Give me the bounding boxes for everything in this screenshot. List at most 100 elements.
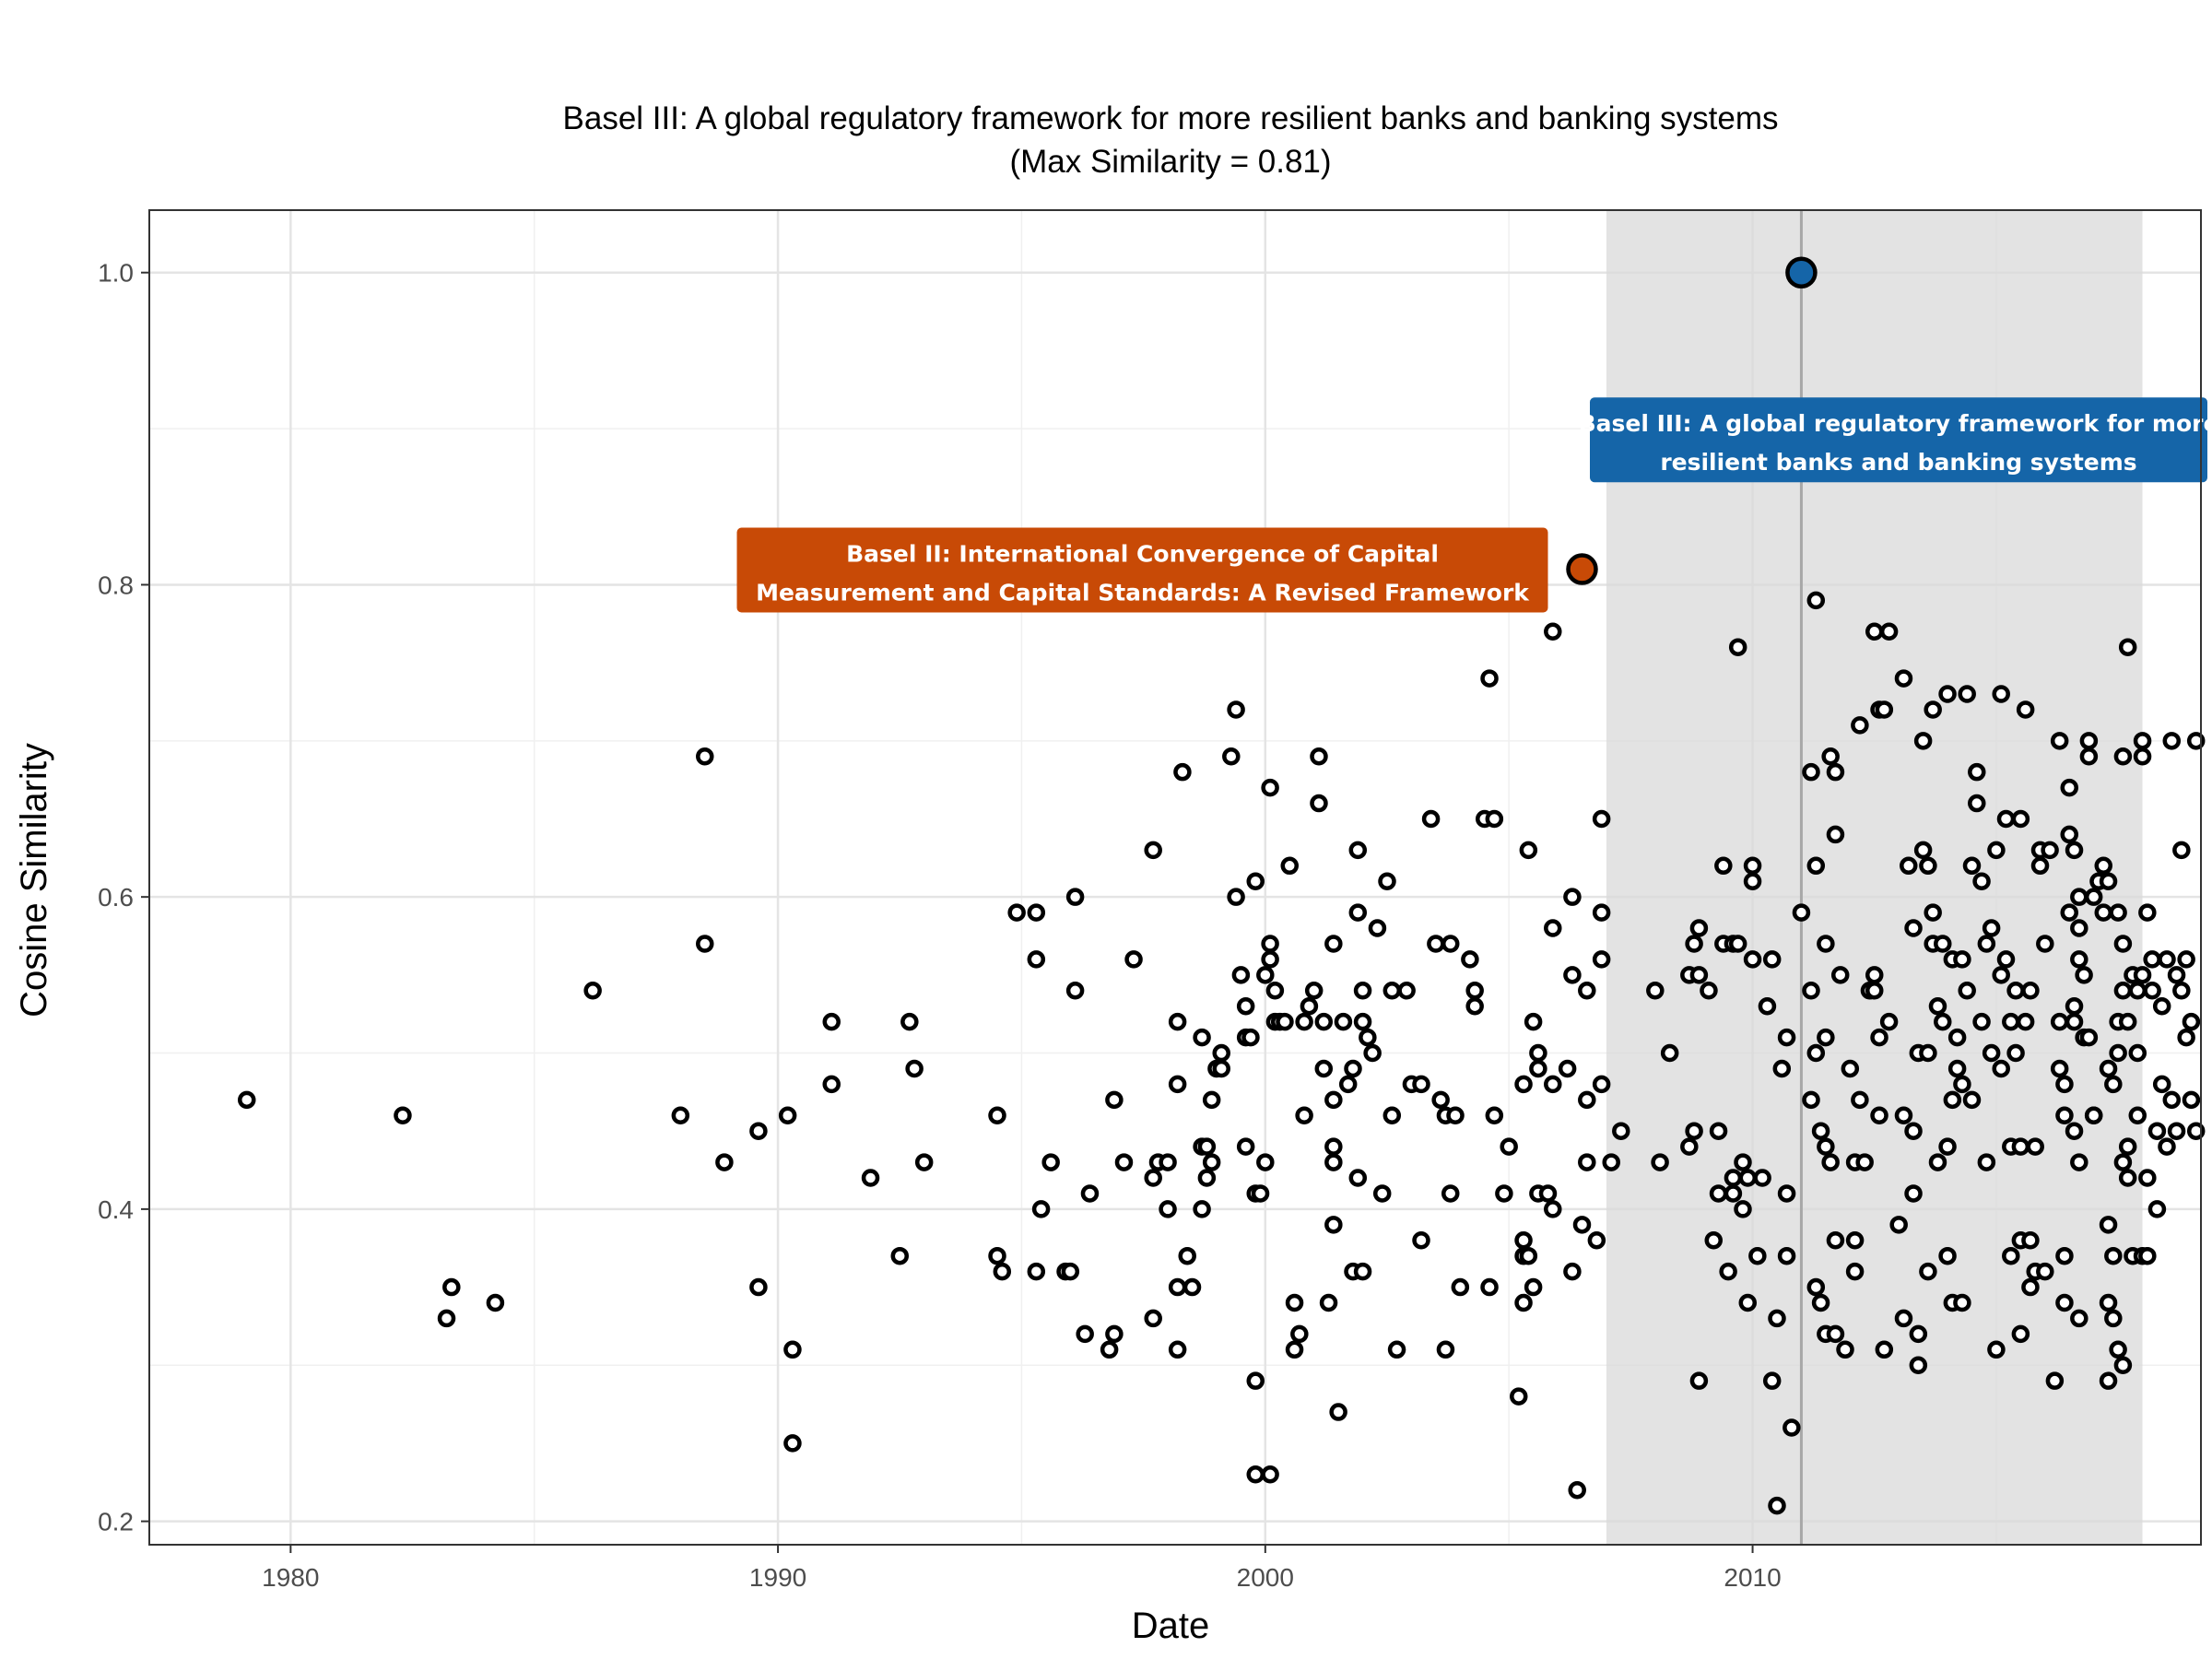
x-tick-label: 1980 [262, 1563, 319, 1592]
data-point [1762, 1371, 1782, 1390]
data-point [2011, 1324, 2030, 1344]
data-point [2060, 825, 2078, 844]
data-point [1197, 1137, 1217, 1156]
data-point [1212, 1059, 1230, 1078]
data-point [1714, 856, 1733, 876]
data-point [1851, 1090, 1869, 1110]
data-point [2113, 1356, 2133, 1374]
data-point [1256, 966, 1275, 984]
data-point [1241, 1028, 1260, 1047]
data-point [1900, 856, 1918, 876]
data-point [1612, 1122, 1630, 1140]
data-point [2065, 996, 2084, 1016]
data-point [1992, 1059, 2010, 1078]
data-point [1992, 966, 2010, 984]
data-point [1602, 1153, 1620, 1171]
data-point [1465, 982, 1484, 1000]
data-point [1821, 747, 1840, 766]
data-point [2118, 638, 2137, 656]
data-point [1870, 1106, 1888, 1125]
data-point [1514, 1231, 1533, 1250]
data-point [1996, 809, 2016, 829]
data-point [1295, 1012, 1313, 1031]
data-point [583, 982, 602, 1000]
data-point [1041, 1153, 1060, 1171]
data-point [2147, 1200, 2167, 1218]
data-point [1427, 935, 1445, 953]
data-point [1222, 747, 1241, 766]
data-point [1544, 622, 1562, 641]
data-point [2070, 1153, 2088, 1171]
data-point [1578, 982, 1596, 1000]
data-point [1353, 1012, 1372, 1031]
data-point [1202, 1090, 1221, 1110]
data-point [1968, 794, 1986, 813]
data-point [1310, 747, 1328, 766]
data-point [1529, 1043, 1547, 1063]
data-point [2011, 809, 2030, 829]
data-point [1378, 872, 1396, 890]
data-point [2158, 1137, 2176, 1156]
data-point [2147, 1122, 2167, 1140]
data-point [1953, 1293, 1971, 1312]
data-point [2158, 950, 2176, 969]
data-point [1783, 1418, 1801, 1437]
annotation-text-basel-iii: resilient banks and banking systems [1660, 449, 2136, 476]
data-point [2006, 982, 2025, 1000]
data-point [2104, 1246, 2123, 1265]
data-point [2143, 982, 2161, 1000]
data-point [2186, 732, 2206, 750]
data-point [2143, 950, 2161, 969]
data-point [1719, 1262, 1737, 1281]
data-point [1202, 1153, 1221, 1171]
data-point [1544, 1200, 1562, 1218]
data-point [1928, 1153, 1947, 1171]
data-point [783, 1434, 802, 1453]
data-point [1359, 1028, 1377, 1047]
data-point [1387, 1340, 1406, 1359]
data-point [1924, 903, 1942, 922]
data-point [1924, 700, 1942, 719]
data-point [696, 747, 714, 766]
data-point [696, 935, 714, 953]
data-point [2172, 982, 2191, 1000]
data-point [890, 1246, 910, 1265]
data-point [1144, 1309, 1162, 1328]
data-point [1363, 1043, 1382, 1063]
data-point [1851, 716, 1869, 735]
data-point [1065, 888, 1085, 906]
data-point [1261, 1465, 1279, 1484]
data-point [1061, 1262, 1080, 1281]
data-point [2162, 1090, 2182, 1110]
data-point [2138, 1169, 2157, 1187]
data-point [1806, 591, 1826, 610]
data-point [2099, 872, 2118, 890]
data-point [1592, 903, 1611, 922]
data-point [1962, 856, 1982, 876]
data-point [1314, 1012, 1334, 1031]
data-point [1480, 1277, 1499, 1297]
data-point [1397, 982, 1416, 1000]
data-point [2128, 1043, 2147, 1063]
y-axis-title: Cosine Similarity [14, 743, 54, 1018]
data-point [1977, 935, 1996, 953]
data-point [988, 1246, 1006, 1265]
highlight-point-basel-iii [1785, 256, 1818, 288]
data-point [2113, 935, 2133, 953]
data-point [1280, 856, 1300, 876]
data-point [2167, 1122, 2186, 1140]
data-point [1572, 1216, 1592, 1234]
data-point [2065, 1012, 2084, 1031]
data-point [1182, 1277, 1202, 1297]
data-point [2113, 1153, 2133, 1171]
data-point [1894, 1106, 1913, 1125]
data-point [1845, 1262, 1865, 1281]
data-point [1709, 1122, 1728, 1140]
data-point [1124, 950, 1143, 969]
data-point [1928, 996, 1947, 1016]
data-point [2167, 966, 2186, 984]
data-point [1870, 1028, 1888, 1047]
data-point [2133, 966, 2152, 984]
data-point [1841, 1059, 1860, 1078]
y-tick-label: 1.0 [98, 259, 134, 288]
